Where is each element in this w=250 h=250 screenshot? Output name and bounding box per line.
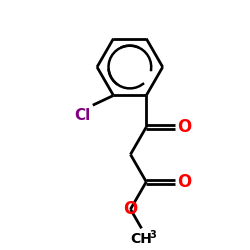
Text: O: O xyxy=(177,118,191,136)
Text: Cl: Cl xyxy=(74,108,90,123)
Text: O: O xyxy=(177,173,191,191)
Text: O: O xyxy=(123,200,138,218)
Text: 3: 3 xyxy=(149,230,156,239)
Text: CH: CH xyxy=(130,232,152,246)
